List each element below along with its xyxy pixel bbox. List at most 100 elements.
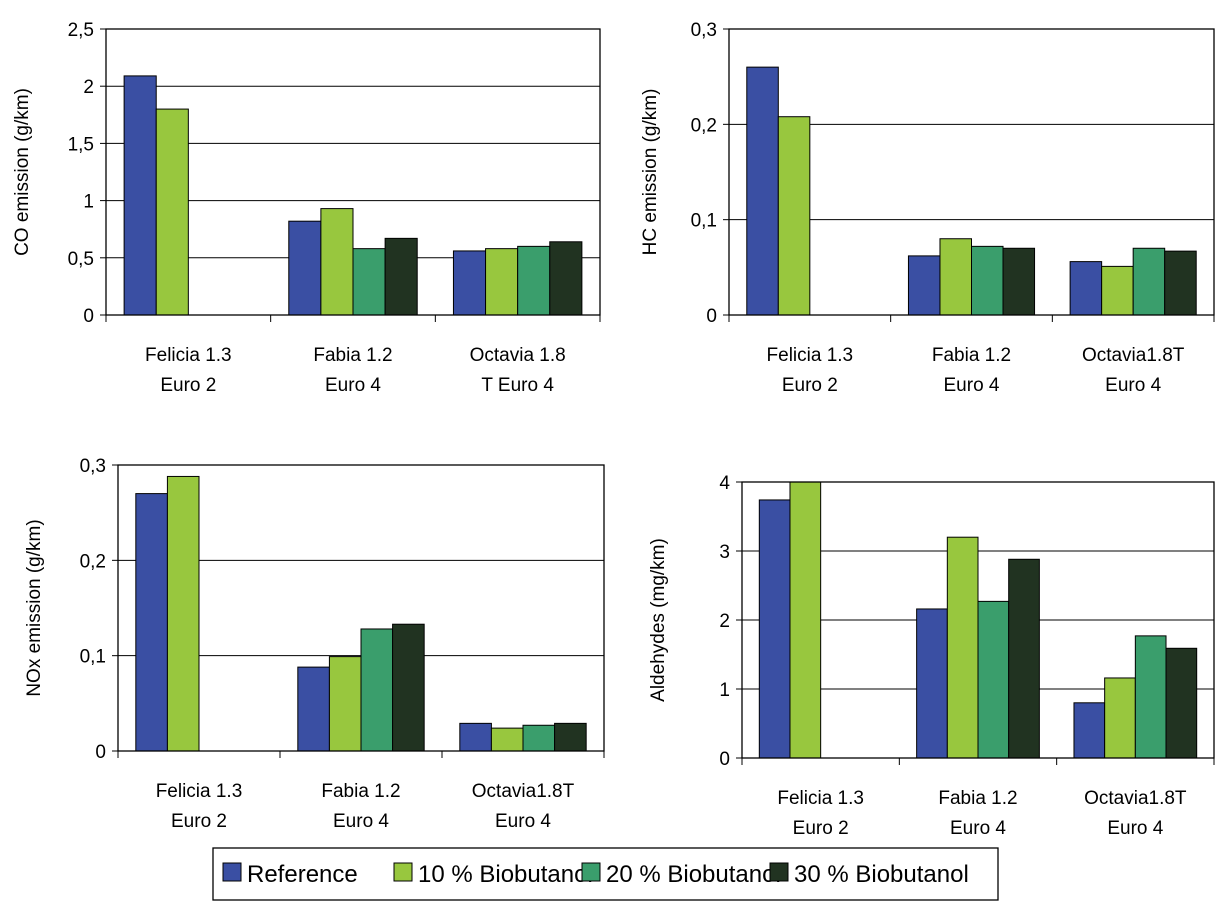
x-category-label: Octavia 1.8 xyxy=(470,345,566,366)
bar xyxy=(1134,635,1167,759)
bar xyxy=(977,600,1010,759)
y-tick-label: 0 xyxy=(706,306,717,327)
x-category-label: Felicia 1.3 xyxy=(767,345,854,366)
x-category-label: Euro 4 xyxy=(325,375,381,396)
bar xyxy=(746,66,779,316)
bar xyxy=(328,656,362,752)
legend-swatch xyxy=(222,862,242,882)
legend-swatch xyxy=(393,862,413,882)
x-category-label: Euro 2 xyxy=(793,818,849,839)
bar xyxy=(946,536,979,759)
legend: Reference 10 % Biobutanol 20 % Biobutanol 3… xyxy=(212,847,999,901)
plot-frame xyxy=(728,28,1215,316)
legend-swatch xyxy=(769,862,789,882)
bar xyxy=(1069,261,1103,316)
y-axis-title: HC emission (g/km) xyxy=(640,89,661,256)
bar xyxy=(166,475,200,752)
bar xyxy=(1008,558,1040,759)
plot-frame xyxy=(117,464,605,752)
bar xyxy=(517,245,551,316)
y-tick-label: 0,3 xyxy=(80,456,106,477)
x-category-label: Euro 4 xyxy=(333,811,389,832)
x-category-label: Fabia 1.2 xyxy=(321,781,400,802)
bar xyxy=(352,248,386,316)
bar xyxy=(452,250,487,316)
bar xyxy=(1002,247,1036,316)
x-category-label: Octavia1.8T xyxy=(1084,788,1187,809)
y-tick-label: 0,3 xyxy=(691,20,717,41)
bar xyxy=(392,623,425,752)
y-tick-label: 0,1 xyxy=(691,211,717,232)
bar xyxy=(758,499,791,759)
x-category-label: Fabia 1.2 xyxy=(313,345,392,366)
y-tick-label: 4 xyxy=(719,473,730,494)
bar xyxy=(971,245,1004,316)
y-tick-label: 2,5 xyxy=(68,20,94,41)
bar xyxy=(297,666,330,752)
bar xyxy=(789,481,822,759)
x-category-label: Euro 4 xyxy=(1107,818,1163,839)
bar xyxy=(1132,247,1166,316)
legend-frame xyxy=(212,847,999,901)
plot-frame xyxy=(105,28,601,316)
chart-3: 0 0,1 0,2 0,3 Felicia 1.3 Euro 2 Fabia 1.2 Euro… xyxy=(24,456,605,832)
bar xyxy=(907,255,941,316)
bar xyxy=(777,116,811,316)
legend-item-label: 30 % Biobutanol xyxy=(794,861,969,888)
x-category-label: Euro 2 xyxy=(171,811,227,832)
bar xyxy=(916,608,948,759)
bar xyxy=(549,241,583,316)
bar xyxy=(554,722,587,752)
y-tick-label: 0,2 xyxy=(80,551,106,572)
x-category-label: Octavia1.8T xyxy=(472,781,575,802)
bar xyxy=(1073,702,1106,759)
y-tick-label: 0,5 xyxy=(68,249,94,270)
chart-1: 0 0,5 1 1,5 2 2,5 Felicia 1.3 Euro 2 Fabia 1.2 Eu… xyxy=(12,20,601,396)
y-tick-label: 0,1 xyxy=(80,647,106,668)
bar xyxy=(459,722,492,752)
x-category-label: Felicia 1.3 xyxy=(777,788,864,809)
chart-4: 0 1 2 3 4 Felicia 1.3 Euro 2 Fabia 1.2 Euro 4 Oct… xyxy=(648,473,1215,839)
bar xyxy=(384,237,418,316)
bar xyxy=(123,75,157,316)
y-axis-title: CO emission (g/km) xyxy=(12,88,33,256)
x-category-label: Euro 4 xyxy=(1105,375,1161,396)
y-tick-label: 0 xyxy=(83,306,94,327)
y-tick-label: 0,2 xyxy=(691,115,717,136)
bar xyxy=(135,493,168,752)
legend-item-label: 10 % Biobutanol xyxy=(418,861,593,888)
x-category-label: Felicia 1.3 xyxy=(156,781,243,802)
bar xyxy=(522,724,556,752)
bar xyxy=(320,208,354,316)
x-category-label: Fabia 1.2 xyxy=(932,345,1011,366)
bar xyxy=(1101,265,1134,316)
legend-item-label: 20 % Biobutanol xyxy=(606,861,781,888)
y-tick-label: 1 xyxy=(83,192,94,213)
plot-frame xyxy=(741,481,1215,759)
bar xyxy=(939,238,972,316)
x-category-label: T Euro 4 xyxy=(481,375,554,396)
bar xyxy=(490,727,524,752)
y-axis-title: NOx emission (g/km) xyxy=(24,519,45,696)
chart-2: 0 0,1 0,2 0,3 Felicia 1.3 Euro 2 Fabia 1.2 Euro… xyxy=(640,20,1215,396)
x-category-label: Euro 4 xyxy=(950,818,1006,839)
bar xyxy=(360,628,394,752)
x-category-label: Euro 4 xyxy=(495,811,551,832)
bar xyxy=(485,248,519,316)
y-tick-label: 2 xyxy=(83,77,94,98)
y-tick-label: 2 xyxy=(719,611,730,632)
x-category-label: Fabia 1.2 xyxy=(938,788,1017,809)
y-tick-label: 1 xyxy=(719,680,730,701)
x-category-label: Euro 2 xyxy=(782,375,838,396)
x-category-label: Euro 2 xyxy=(160,375,216,396)
y-tick-label: 3 xyxy=(719,542,730,563)
legend-swatch xyxy=(581,862,601,882)
y-tick-label: 1,5 xyxy=(68,134,94,155)
bar xyxy=(155,108,189,316)
legend-item-label: Reference xyxy=(247,861,358,888)
bar xyxy=(288,220,322,316)
x-category-label: Felicia 1.3 xyxy=(145,345,232,366)
bar xyxy=(1165,647,1198,759)
bar xyxy=(1164,250,1197,316)
